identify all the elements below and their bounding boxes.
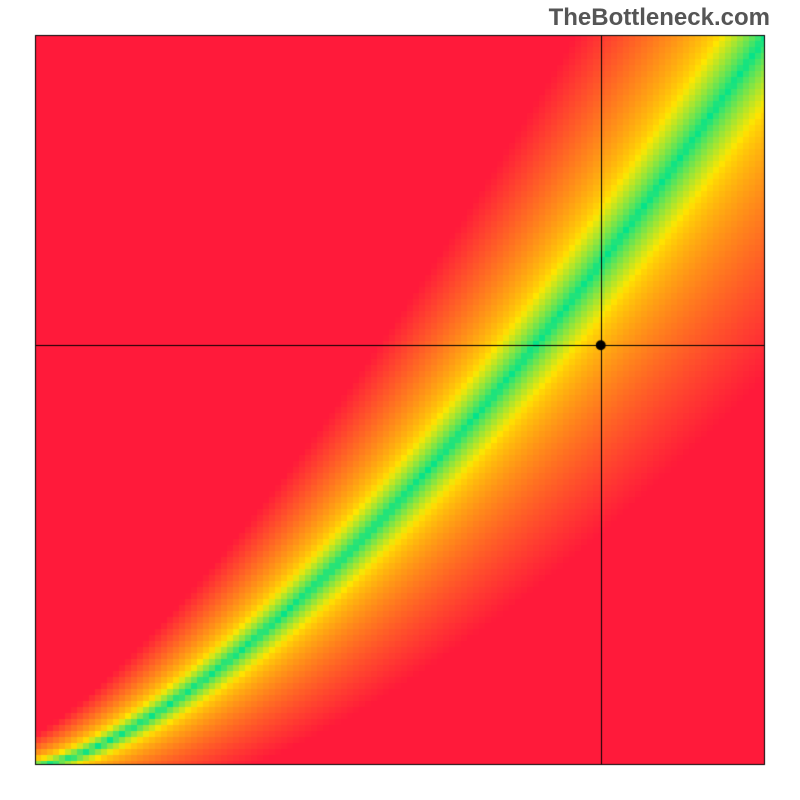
watermark-text: TheBottleneck.com xyxy=(549,4,770,32)
bottleneck-heatmap xyxy=(0,0,800,800)
chart-container: TheBottleneck.com xyxy=(0,0,800,800)
